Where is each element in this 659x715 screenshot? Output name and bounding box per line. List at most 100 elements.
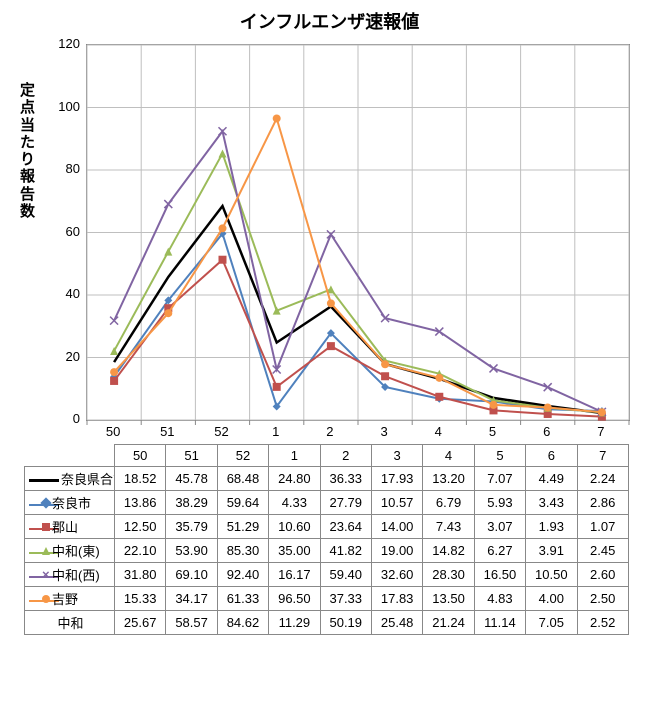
series-legend-cell: 吉野	[25, 587, 115, 611]
header-cell: 7	[577, 445, 628, 467]
x-tick-label: 2	[326, 424, 333, 439]
series-legend-cell: 奈良県合計	[25, 467, 115, 491]
data-cell: 68.48	[217, 467, 268, 491]
table-row: 郡山12.5035.7951.2910.6023.6414.007.433.07…	[25, 515, 629, 539]
header-cell: 52	[217, 445, 268, 467]
table-row: 中和(東)22.1053.9085.3035.0041.8219.0014.82…	[25, 539, 629, 563]
data-cell: 22.10	[115, 539, 166, 563]
x-tick-label: 1	[272, 424, 279, 439]
table-row: ×中和(西)31.8069.1092.4016.1759.4032.6028.3…	[25, 563, 629, 587]
plot-area	[86, 44, 630, 421]
data-cell: 3.07	[474, 515, 525, 539]
data-cell: 59.64	[217, 491, 268, 515]
data-cell: 16.17	[269, 563, 320, 587]
data-cell: 53.90	[166, 539, 217, 563]
y-tick-label: 60	[48, 224, 80, 239]
x-tick-label: 50	[106, 424, 120, 439]
data-cell: 2.50	[577, 587, 628, 611]
data-cell: 2.52	[577, 611, 628, 635]
x-tick-label: 4	[435, 424, 442, 439]
data-cell: 3.91	[526, 539, 577, 563]
header-cell: 1	[269, 445, 320, 467]
header-cell: 5	[474, 445, 525, 467]
data-cell: 96.50	[269, 587, 320, 611]
x-tick-label: 5	[489, 424, 496, 439]
data-cell: 13.50	[423, 587, 474, 611]
data-cell: 15.33	[115, 587, 166, 611]
data-cell: 92.40	[217, 563, 268, 587]
data-cell: 25.48	[371, 611, 422, 635]
header-cell: 6	[526, 445, 577, 467]
data-cell: 2.45	[577, 539, 628, 563]
data-cell: 17.93	[371, 467, 422, 491]
series-legend-cell: ×中和(西)	[25, 563, 115, 587]
data-cell: 11.14	[474, 611, 525, 635]
header-cell: 51	[166, 445, 217, 467]
data-cell: 35.00	[269, 539, 320, 563]
data-cell: 69.10	[166, 563, 217, 587]
data-cell: 16.50	[474, 563, 525, 587]
data-cell: 35.79	[166, 515, 217, 539]
data-cell: 5.93	[474, 491, 525, 515]
y-tick-label: 0	[48, 411, 80, 426]
y-tick-label: 100	[48, 99, 80, 114]
data-cell: 58.57	[166, 611, 217, 635]
header-cell: 3	[371, 445, 422, 467]
data-cell: 31.80	[115, 563, 166, 587]
data-cell: 6.27	[474, 539, 525, 563]
data-cell: 4.00	[526, 587, 577, 611]
y-tick-label: 40	[48, 286, 80, 301]
series-legend-cell: 中和	[25, 611, 115, 635]
data-cell: 1.93	[526, 515, 577, 539]
header-cell: 2	[320, 445, 371, 467]
y-tick-label: 120	[48, 36, 80, 51]
data-cell: 4.33	[269, 491, 320, 515]
x-tick-label: 7	[597, 424, 604, 439]
data-cell: 6.79	[423, 491, 474, 515]
x-tick-label: 3	[380, 424, 387, 439]
header-cell: 4	[423, 445, 474, 467]
header-cell: 50	[115, 445, 166, 467]
chart-title: インフルエンザ速報値	[0, 8, 659, 34]
data-cell: 13.86	[115, 491, 166, 515]
data-cell: 10.57	[371, 491, 422, 515]
data-cell: 4.49	[526, 467, 577, 491]
data-cell: 18.52	[115, 467, 166, 491]
data-cell: 45.78	[166, 467, 217, 491]
data-cell: 25.67	[115, 611, 166, 635]
table-row: 中和25.6758.5784.6211.2950.1925.4821.2411.…	[25, 611, 629, 635]
data-cell: 21.24	[423, 611, 474, 635]
data-cell: 10.60	[269, 515, 320, 539]
data-cell: 19.00	[371, 539, 422, 563]
data-cell: 7.43	[423, 515, 474, 539]
y-tick-label: 80	[48, 161, 80, 176]
x-tick-label: 52	[214, 424, 228, 439]
series-legend-cell: 郡山	[25, 515, 115, 539]
data-cell: 7.07	[474, 467, 525, 491]
data-cell: 11.29	[269, 611, 320, 635]
data-cell: 51.29	[217, 515, 268, 539]
data-cell: 12.50	[115, 515, 166, 539]
data-cell: 2.60	[577, 563, 628, 587]
chart-canvas: インフルエンザ速報値 定点当たり報告数 5051521234567奈良県合計18…	[0, 0, 659, 715]
data-cell: 17.83	[371, 587, 422, 611]
x-tick-label: 6	[543, 424, 550, 439]
data-table: 5051521234567奈良県合計18.5245.7868.4824.8036…	[24, 444, 629, 635]
data-cell: 27.79	[320, 491, 371, 515]
table-header-row: 5051521234567	[25, 445, 629, 467]
data-cell: 84.62	[217, 611, 268, 635]
data-cell: 34.17	[166, 587, 217, 611]
series-legend-cell: 中和(東)	[25, 539, 115, 563]
table-row: 奈良県合計18.5245.7868.4824.8036.3317.9313.20…	[25, 467, 629, 491]
data-cell: 32.60	[371, 563, 422, 587]
data-cell: 85.30	[217, 539, 268, 563]
data-cell: 2.86	[577, 491, 628, 515]
table-row: 吉野15.3334.1761.3396.5037.3317.8313.504.8…	[25, 587, 629, 611]
data-cell: 28.30	[423, 563, 474, 587]
data-cell: 7.05	[526, 611, 577, 635]
chart-svg	[87, 45, 629, 420]
data-cell: 14.82	[423, 539, 474, 563]
data-cell: 10.50	[526, 563, 577, 587]
data-cell: 50.19	[320, 611, 371, 635]
data-cell: 38.29	[166, 491, 217, 515]
